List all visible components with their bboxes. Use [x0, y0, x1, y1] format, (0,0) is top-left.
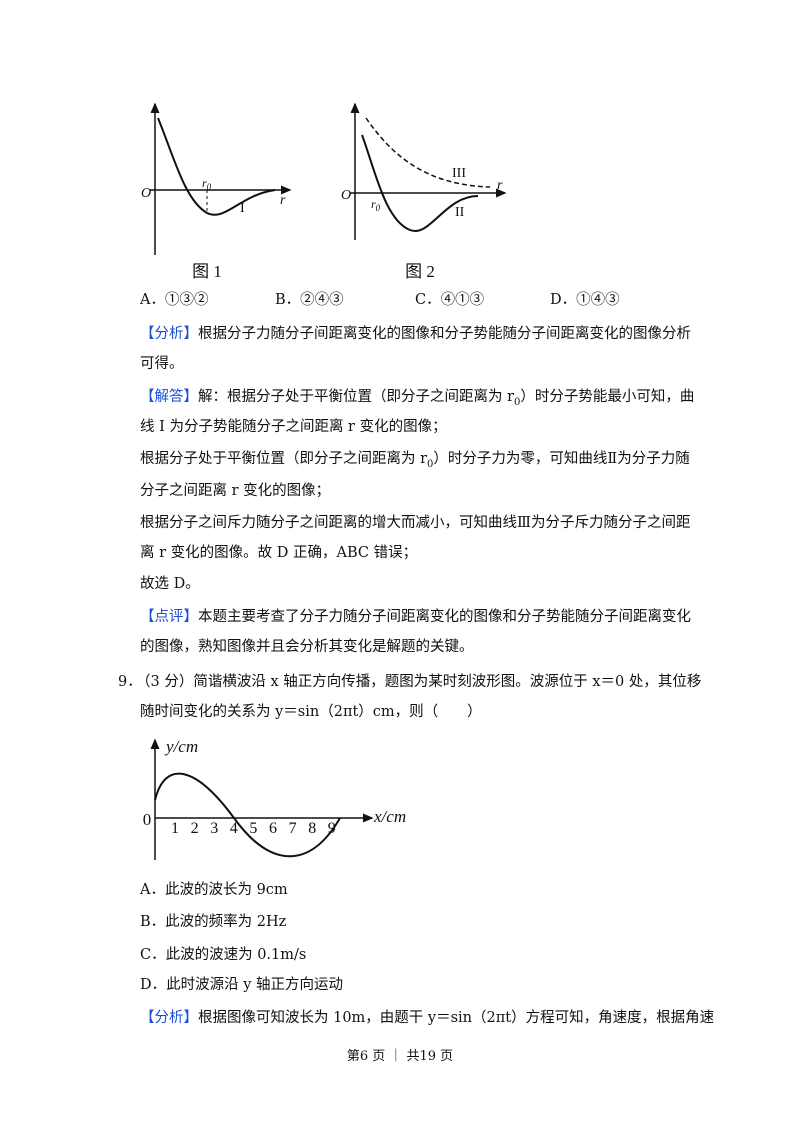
text: （3 分）简谐横波沿 x 轴正方向传播，题图为某时刻波形图。波源位于 x＝0 处… [136, 674, 702, 690]
tag: 【点评】 [140, 609, 198, 625]
label: r [497, 178, 503, 193]
label: r [371, 197, 376, 211]
tick-label: 9 [328, 820, 336, 837]
tick-label: 4 [230, 820, 238, 837]
text: ）时分子力为零，可知曲线Ⅱ为分子力随 [433, 451, 690, 467]
figure-3 [150, 738, 374, 860]
text-line: 根据分子处于平衡位置（即分子之间距离为 r0）时分子力为零，可知曲线Ⅱ为分子力随 [140, 449, 690, 475]
text-line: 随时间变化的关系为 y＝sin（2πt）cm，则（ ） [140, 702, 482, 722]
tag: 【分析】 [140, 1010, 198, 1026]
tick-label: 6 [269, 820, 277, 837]
label: 0 [376, 203, 381, 213]
tag: 【解答】 [140, 389, 198, 405]
text: 分子之间距离 r 变化的图像； [140, 483, 331, 499]
question-number: 9． [118, 674, 142, 690]
label: y/cm [164, 737, 198, 756]
text: 离 r 变化的图像。故 D 正确，ABC 错误； [140, 545, 418, 561]
text: 可得。 [140, 356, 184, 372]
label: 0 [143, 810, 152, 829]
tick-label: 1 [171, 820, 179, 837]
option: D．此时波源沿 y 轴正方向运动 [140, 977, 344, 993]
option: C．④①③ [415, 292, 485, 308]
text-line: 故选 D。 [140, 574, 200, 594]
tick-label: 3 [210, 820, 218, 837]
tick-label: 2 [191, 820, 199, 837]
label: 0 [207, 182, 212, 192]
text: 根据分子处于平衡位置（即分子之间距离为 r [140, 451, 428, 467]
footer: 第6 页 ｜ 共19 页 [346, 1049, 454, 1064]
text: ）时分子势能最小可知，曲 [520, 389, 695, 405]
text: 解：根据分子处于平衡位置（即分子之间距离为 r [198, 389, 515, 405]
label: I [240, 201, 245, 216]
text: 根据分子之间斥力随分子之间距离的增大而减小，可知曲线Ⅲ为分子斥力随分子之间距 [140, 515, 691, 531]
text: 根据图像可知波长为 10m，由题干 y＝sin（2πt）方程可知，角速度，根据角… [198, 1010, 715, 1026]
text-line: （3 分）简谐横波沿 x 轴正方向传播，题图为某时刻波形图。波源位于 x＝0 处… [136, 672, 701, 692]
text: 根据分子力随分子间距离变化的图像和分子势能随分子间距离变化的图像分析 [198, 326, 691, 342]
text-line: 线 I 为分子势能随分子之间距离 r 变化的图像； [140, 417, 447, 437]
text-line: 【解答】解：根据分子处于平衡位置（即分子之间距离为 r0）时分子势能最小可知，曲 [140, 387, 694, 413]
figure-2 [350, 102, 507, 240]
label: r [280, 193, 286, 208]
text-line: 【点评】本题主要考查了分子力随分子间距离变化的图像和分子势能随分子间距离变化 [140, 607, 691, 627]
subscript: 0 [427, 458, 434, 470]
label: III [452, 166, 466, 181]
option: B．此波的频率为 2Hz [140, 914, 287, 930]
label: r0 [371, 197, 381, 213]
text: 的图像，熟知图像并且会分析其变化是解题的关键。 [140, 639, 474, 655]
text: 本题主要考查了分子力随分子间距离变化的图像和分子势能随分子间距离变化 [198, 609, 691, 625]
tick-label: 7 [289, 820, 297, 837]
label: x/cm [373, 807, 406, 826]
text-line: 离 r 变化的图像。故 D 正确，ABC 错误； [140, 543, 417, 563]
label: O [141, 186, 151, 201]
text-line: 分子之间距离 r 变化的图像； [140, 481, 330, 501]
option: B．②④③ [275, 292, 344, 308]
label: O [341, 188, 351, 203]
option: D．①④③ [550, 292, 620, 308]
label: r0 [202, 176, 212, 192]
tick-label: 5 [249, 820, 257, 837]
text-line: 【分析】根据分子力随分子间距离变化的图像和分子势能随分子间距离变化的图像分析 [140, 324, 691, 344]
tick-label: 8 [308, 820, 316, 837]
option: A．①③② [140, 292, 209, 308]
text-line: 根据分子之间斥力随分子之间距离的增大而减小，可知曲线Ⅲ为分子斥力随分子之间距 [140, 513, 690, 533]
subscript: 0 [514, 396, 521, 408]
option: A．此波的波长为 9cm [140, 882, 288, 898]
text-line: 【分析】根据图像可知波长为 10m，由题干 y＝sin（2πt）方程可知，角速度… [140, 1008, 714, 1028]
text-line: 可得。 [140, 354, 184, 374]
figure-1 [150, 102, 292, 255]
tag: 【分析】 [140, 326, 198, 342]
label: II [455, 205, 465, 220]
text: 线 I 为分子势能随分子之间距离 r 变化的图像； [140, 419, 447, 435]
label: r [202, 176, 207, 190]
text-line: 的图像，熟知图像并且会分析其变化是解题的关键。 [140, 637, 474, 657]
caption: 图 1 [192, 262, 222, 281]
option: C．此波的波速为 0.1m/s [140, 947, 307, 963]
caption: 图 2 [405, 262, 435, 281]
text: 随时间变化的关系为 y＝sin（2πt）cm，则（ ） [140, 704, 482, 720]
text: 故选 D。 [140, 576, 200, 592]
